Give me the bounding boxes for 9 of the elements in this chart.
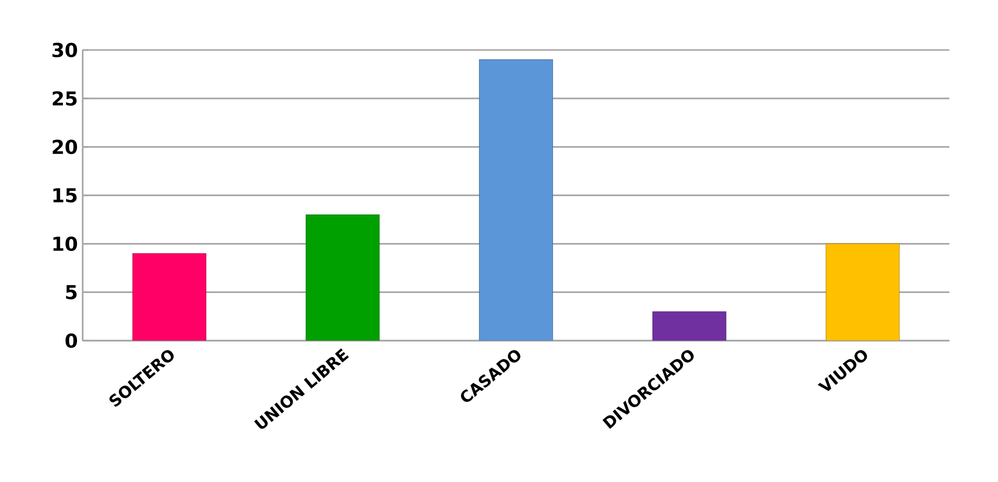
y-tick-label: 20 — [52, 140, 78, 154]
bar — [652, 311, 726, 341]
y-tick-label: 5 — [66, 285, 77, 300]
y-tick-label: 10 — [53, 236, 78, 252]
y-tick-label: 15 — [53, 188, 77, 202]
y-tick-label: 25 — [52, 91, 77, 106]
bar — [306, 214, 380, 341]
y-tick-label: 30 — [52, 42, 78, 58]
y-tick-label: 0 — [66, 333, 78, 348]
